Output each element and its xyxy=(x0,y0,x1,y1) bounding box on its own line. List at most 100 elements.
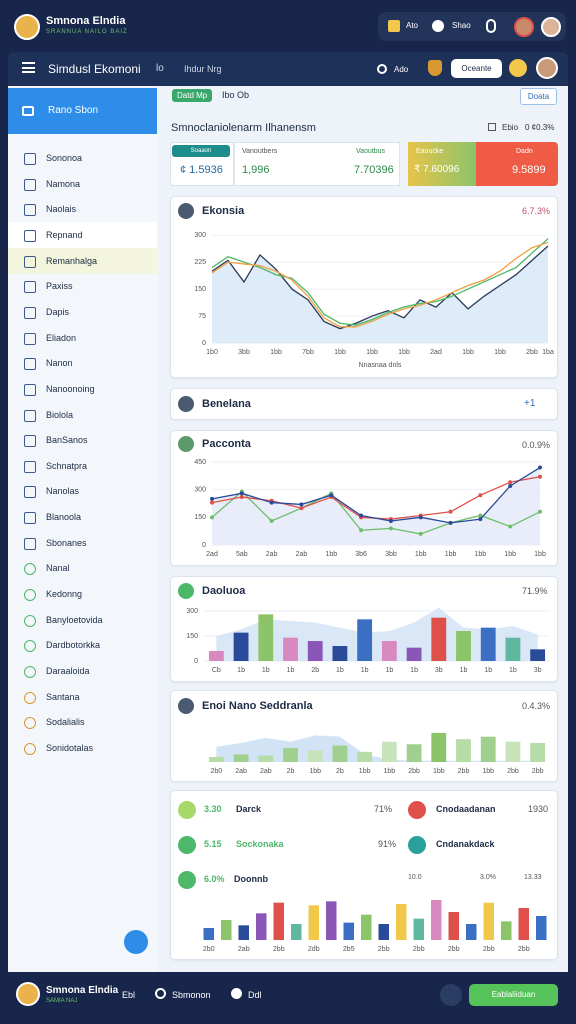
icon xyxy=(24,409,36,422)
sidebar-item[interactable]: Dardbotorkka xyxy=(8,632,157,658)
bar xyxy=(381,641,397,661)
x-tick-label: 2b xyxy=(311,667,319,674)
nav-sub[interactable]: Ihdur Nrg xyxy=(184,64,222,74)
icon[interactable] xyxy=(432,20,444,32)
nav-link[interactable]: Ado xyxy=(394,65,409,74)
sidebar-item[interactable]: Namona xyxy=(8,171,157,197)
x-tick-label: 2ab xyxy=(260,768,272,775)
bar xyxy=(505,637,521,661)
bar xyxy=(273,902,284,940)
marker xyxy=(269,500,274,505)
top-link[interactable]: Shao xyxy=(452,21,471,30)
chart-card xyxy=(170,690,558,782)
list-name[interactable]: Cndanakdack xyxy=(436,839,495,849)
sidebar-label: Nanolas xyxy=(46,486,80,497)
bar xyxy=(326,901,337,940)
footer-button[interactable]: Eablaliiduan xyxy=(469,984,558,1006)
line xyxy=(211,245,549,330)
stat-value: 9.5899 xyxy=(512,164,546,176)
marker xyxy=(448,509,453,514)
x-tick-label: 2b0 xyxy=(211,768,223,775)
sidebar-item[interactable]: Blanoola xyxy=(8,504,157,530)
x-tick-label: 1ba xyxy=(542,349,554,356)
sidebar-item[interactable]: Dapis xyxy=(8,299,157,325)
sidebar-item[interactable]: Santana xyxy=(8,684,157,710)
marker xyxy=(508,480,513,485)
bar xyxy=(238,925,249,940)
bar xyxy=(406,647,422,661)
top-link[interactable]: Ato xyxy=(406,21,419,30)
avatar xyxy=(178,436,194,452)
sidebar-label: Nanal xyxy=(46,563,70,574)
sidebar-item[interactable]: Schnatpra xyxy=(8,453,157,479)
sidebar-item[interactable]: Nanal xyxy=(8,555,157,581)
sidebar-item[interactable]: Nanoonoing xyxy=(8,376,157,402)
marker xyxy=(478,513,483,518)
top-actions xyxy=(378,12,566,41)
sidebar-item[interactable]: Nanon xyxy=(8,350,157,376)
sidebar-item[interactable]: Banyloetovida xyxy=(8,607,157,633)
card-control[interactable]: +1 xyxy=(524,398,536,409)
footer-link[interactable]: Ddl xyxy=(248,990,262,1000)
marker xyxy=(508,524,513,529)
avatar[interactable] xyxy=(541,17,561,37)
menu-button[interactable] xyxy=(22,62,35,73)
sidebar-item[interactable]: Sonidotalas xyxy=(8,735,157,761)
sidebar-item[interactable]: Eliadon xyxy=(8,325,157,351)
y-tick-label: 0 xyxy=(202,340,206,347)
list-name: Doonnb xyxy=(234,874,268,884)
x-tick-label: 2ab xyxy=(266,551,278,558)
icon xyxy=(24,614,36,627)
sidebar-item[interactable]: Paxiss xyxy=(8,273,157,299)
x-tick-label: 1bb xyxy=(504,551,516,558)
avatar[interactable] xyxy=(536,57,558,79)
x-tick-label: 1bb xyxy=(433,768,445,775)
avatar xyxy=(178,203,194,219)
icon xyxy=(231,988,242,999)
area xyxy=(212,245,548,343)
bar xyxy=(332,646,348,661)
avatar[interactable] xyxy=(514,17,534,37)
nav-button[interactable]: Oceante xyxy=(451,59,502,78)
icon[interactable] xyxy=(440,984,462,1006)
sidebar-label: Paxiss xyxy=(46,281,73,292)
sidebar-label: Naolais xyxy=(46,204,77,215)
icon xyxy=(408,801,426,819)
icon[interactable] xyxy=(509,59,527,77)
sidebar-item[interactable]: BanSanos xyxy=(8,427,157,453)
icon xyxy=(24,204,36,217)
sidebar-item[interactable]: Daraaloida xyxy=(8,658,157,684)
bar xyxy=(530,743,546,762)
sidebar-item[interactable]: Sbonanes xyxy=(8,530,157,556)
sidebar-item[interactable]: Repnand xyxy=(8,221,157,248)
footer-link[interactable]: Ebl xyxy=(122,990,136,1000)
y-tick-label: 300 xyxy=(186,608,198,615)
icon xyxy=(24,255,36,268)
list-name: Cnodaadanan xyxy=(436,804,496,814)
icon[interactable] xyxy=(388,20,400,32)
marker xyxy=(418,531,423,536)
icon xyxy=(377,64,387,74)
y-tick-label: 300 xyxy=(194,487,206,494)
sidebar-item[interactable]: Remanhalga xyxy=(8,247,157,274)
icon[interactable] xyxy=(486,19,496,33)
sidebar-label: Santana xyxy=(46,691,80,702)
x-tick-label: 1b xyxy=(336,667,344,674)
collapsed-card[interactable] xyxy=(170,388,558,420)
sidebar-item[interactable]: Kedonng xyxy=(8,581,157,607)
sidebar-item[interactable]: Sononoa xyxy=(8,145,157,171)
action-button[interactable]: Doata xyxy=(520,88,557,105)
x-tick-label: Cb xyxy=(212,667,221,674)
icon xyxy=(488,123,496,131)
footer-link[interactable]: Sbmonon xyxy=(172,990,211,1000)
sidebar-item[interactable]: Nanolas xyxy=(8,478,157,504)
x-tick-label: 2bb xyxy=(507,768,519,775)
bar xyxy=(283,637,298,661)
sidebar-item[interactable]: Sodalialis xyxy=(8,709,157,735)
fab[interactable] xyxy=(124,930,148,954)
icon xyxy=(24,435,36,448)
sidebar-item[interactable]: Biolola xyxy=(8,402,157,428)
x-tick-label: 2ad xyxy=(206,551,218,558)
sidebar-item[interactable]: Naolais xyxy=(8,196,157,222)
